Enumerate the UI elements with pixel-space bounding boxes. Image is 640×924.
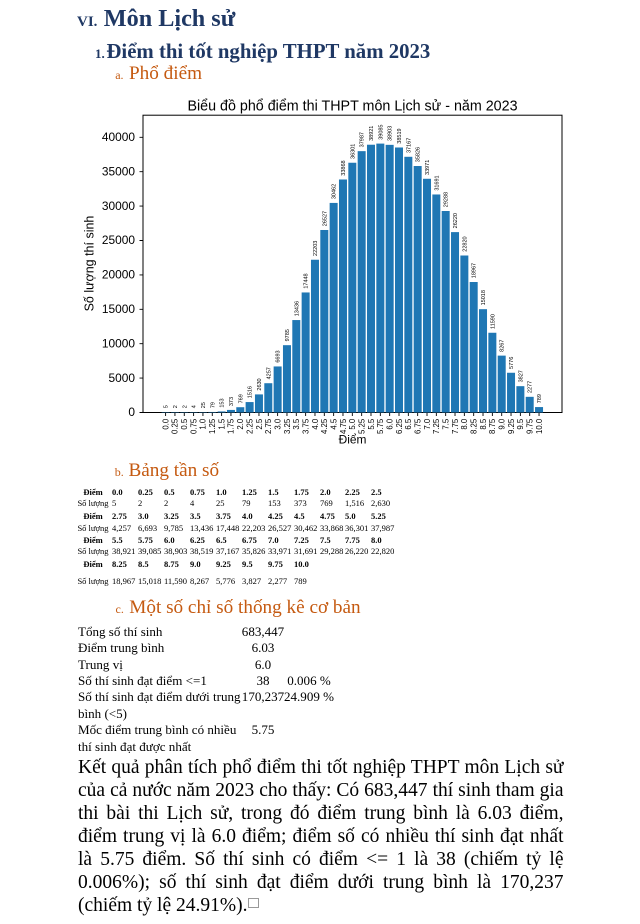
- svg-text:2: 2: [182, 405, 188, 408]
- svg-text:35000: 35000: [102, 164, 135, 178]
- svg-text:6.75: 6.75: [413, 418, 422, 434]
- svg-text:2630: 2630: [257, 378, 263, 390]
- svg-text:0: 0: [128, 405, 135, 419]
- svg-text:79: 79: [210, 402, 216, 408]
- svg-text:4.75: 4.75: [339, 418, 348, 434]
- svg-text:17448: 17448: [304, 273, 310, 288]
- svg-text:6.0: 6.0: [385, 418, 394, 430]
- svg-text:39085: 39085: [378, 125, 384, 140]
- svg-text:26220: 26220: [453, 213, 459, 228]
- svg-text:8.75: 8.75: [488, 418, 497, 434]
- svg-text:Biểu đồ phổ điểm thi THPT môn: Biểu đồ phổ điểm thi THPT môn Lịch sử - …: [187, 98, 517, 114]
- svg-text:3.25: 3.25: [283, 418, 292, 434]
- svg-text:26527: 26527: [322, 211, 328, 226]
- svg-text:4.25: 4.25: [320, 418, 329, 434]
- svg-text:22820: 22820: [462, 236, 468, 251]
- svg-text:1.0: 1.0: [199, 418, 208, 430]
- svg-text:5.25: 5.25: [357, 418, 366, 434]
- svg-text:7.25: 7.25: [432, 418, 441, 434]
- svg-text:7.0: 7.0: [423, 418, 432, 430]
- svg-text:4.5: 4.5: [329, 418, 338, 430]
- svg-text:35826: 35826: [416, 147, 422, 162]
- svg-text:4: 4: [192, 405, 198, 408]
- svg-text:4257: 4257: [266, 367, 272, 379]
- svg-text:9.75: 9.75: [526, 418, 535, 434]
- svg-text:9.0: 9.0: [498, 418, 507, 430]
- svg-text:38903: 38903: [388, 126, 394, 141]
- svg-text:5: 5: [164, 405, 170, 408]
- svg-text:1.25: 1.25: [208, 418, 217, 434]
- svg-text:29288: 29288: [444, 192, 450, 207]
- svg-text:9785: 9785: [285, 329, 291, 341]
- svg-text:153: 153: [220, 398, 226, 407]
- svg-text:15018: 15018: [481, 290, 487, 305]
- svg-text:3827: 3827: [518, 370, 524, 382]
- svg-text:10000: 10000: [102, 336, 135, 350]
- svg-text:789: 789: [537, 394, 543, 403]
- svg-text:2277: 2277: [528, 381, 534, 393]
- svg-text:5000: 5000: [109, 371, 136, 385]
- svg-text:3.5: 3.5: [292, 418, 301, 430]
- svg-text:20000: 20000: [102, 268, 135, 282]
- svg-text:5.5: 5.5: [367, 418, 376, 430]
- svg-text:8267: 8267: [500, 340, 506, 352]
- svg-text:30000: 30000: [102, 199, 135, 213]
- svg-text:18967: 18967: [472, 263, 478, 278]
- svg-text:0.25: 0.25: [171, 418, 180, 434]
- svg-text:373: 373: [229, 397, 235, 406]
- svg-text:36301: 36301: [350, 144, 356, 159]
- svg-text:1.5: 1.5: [217, 418, 226, 430]
- svg-text:6.5: 6.5: [404, 418, 413, 430]
- svg-text:37987: 37987: [360, 132, 366, 147]
- svg-text:33971: 33971: [425, 160, 431, 175]
- svg-text:22203: 22203: [313, 241, 319, 256]
- svg-text:7.5: 7.5: [441, 418, 450, 430]
- svg-text:40000: 40000: [102, 130, 135, 144]
- svg-text:6.25: 6.25: [395, 418, 404, 434]
- svg-text:8.5: 8.5: [479, 418, 488, 430]
- svg-text:9.5: 9.5: [516, 418, 525, 430]
- svg-text:8.25: 8.25: [469, 418, 478, 434]
- svg-text:0.0: 0.0: [161, 418, 170, 430]
- svg-text:2.0: 2.0: [236, 418, 245, 430]
- svg-text:31691: 31691: [434, 175, 440, 190]
- svg-text:25: 25: [201, 402, 207, 408]
- svg-text:38921: 38921: [369, 126, 375, 141]
- svg-text:30462: 30462: [332, 184, 338, 199]
- svg-text:6693: 6693: [276, 350, 282, 362]
- svg-text:8.0: 8.0: [460, 418, 469, 430]
- svg-text:2: 2: [173, 405, 179, 408]
- svg-text:Điểm: Điểm: [339, 433, 367, 447]
- svg-text:2.5: 2.5: [255, 418, 264, 430]
- svg-text:5.0: 5.0: [348, 418, 357, 430]
- svg-text:33868: 33868: [341, 160, 347, 175]
- svg-text:9.25: 9.25: [507, 418, 516, 434]
- svg-text:7.75: 7.75: [451, 418, 460, 434]
- svg-text:38519: 38519: [397, 128, 403, 143]
- svg-text:1516: 1516: [248, 386, 254, 398]
- svg-text:37167: 37167: [406, 138, 412, 153]
- svg-text:5776: 5776: [509, 357, 515, 369]
- svg-text:3.0: 3.0: [273, 418, 282, 430]
- svg-text:3.75: 3.75: [301, 418, 310, 434]
- svg-text:4.0: 4.0: [311, 418, 320, 430]
- svg-text:1.75: 1.75: [227, 418, 236, 434]
- svg-text:0.5: 0.5: [180, 418, 189, 430]
- svg-text:2.75: 2.75: [264, 418, 273, 434]
- svg-text:15000: 15000: [102, 302, 135, 316]
- svg-text:0.75: 0.75: [189, 418, 198, 434]
- svg-text:Số lượng thí sinh: Số lượng thí sinh: [83, 216, 97, 312]
- svg-text:2.25: 2.25: [245, 418, 254, 434]
- svg-text:13436: 13436: [294, 301, 300, 316]
- svg-text:11590: 11590: [490, 314, 496, 329]
- svg-text:769: 769: [238, 394, 244, 403]
- svg-text:25000: 25000: [102, 233, 135, 247]
- svg-text:5.75: 5.75: [376, 418, 385, 434]
- svg-text:10.0: 10.0: [535, 418, 544, 434]
